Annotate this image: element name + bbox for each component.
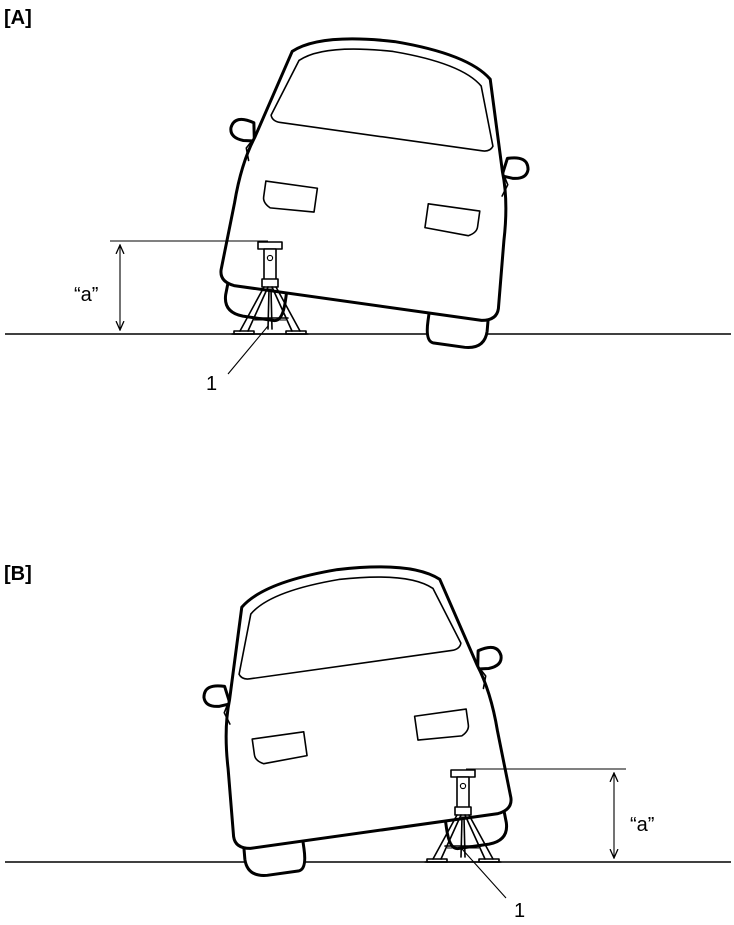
panel-b-vehicle bbox=[187, 547, 529, 883]
panel-a-label: [A] bbox=[4, 7, 32, 29]
panel-a-dimension-label: “a” bbox=[74, 284, 98, 306]
panel-b-dimension-label: “a” bbox=[630, 814, 654, 836]
panel-b: [B] “a” 1 bbox=[4, 547, 731, 922]
panel-a-part-callout: 1 bbox=[206, 373, 217, 395]
panel-b-leader-line bbox=[461, 848, 507, 899]
panel-b-label: [B] bbox=[4, 563, 32, 585]
panel-a-height-dimension bbox=[110, 240, 268, 330]
panel-a: [A] “a” 1 bbox=[4, 7, 731, 395]
panel-a-leader-line bbox=[227, 325, 269, 375]
panel-b-part-callout: 1 bbox=[514, 900, 525, 922]
panel-b-height-dimension bbox=[466, 768, 626, 858]
